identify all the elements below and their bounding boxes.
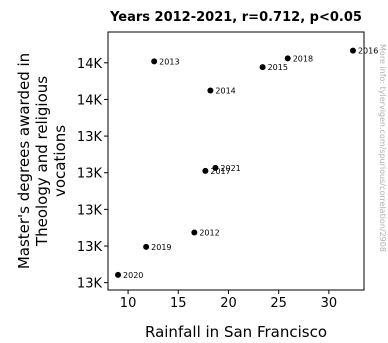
x-tick-label: 10 <box>120 296 137 311</box>
data-point <box>191 229 198 236</box>
data-point-label: 2015 <box>268 63 288 72</box>
x-tick-label: 25 <box>270 296 287 311</box>
y-axis-title-line-2: Theology and religious <box>33 76 51 247</box>
y-axis: 13K 13K 13K 13K 13K 14K 14K <box>77 57 108 292</box>
plot-frame <box>107 31 365 291</box>
y-tick-label: 13K <box>77 277 103 292</box>
watermark: More info: tylervigen.com/spurious/corre… <box>378 44 387 252</box>
data-point-label: 2013 <box>159 57 179 66</box>
data-point-label: 2014 <box>215 86 235 95</box>
x-axis-title: Rainfall in San Francisco <box>145 323 327 341</box>
data-point <box>207 87 214 94</box>
data-point <box>284 55 291 62</box>
data-points: 2012 2013 2014 2015 2016 2017 2018 2019 2020 2021 <box>115 47 378 280</box>
x-axis: 10 15 20 25 30 <box>120 290 337 311</box>
y-axis-title-line-3: vocations <box>51 125 69 197</box>
data-point-label: 2019 <box>151 243 171 252</box>
y-axis-title: Master's degrees awarded in Theology and… <box>15 53 69 269</box>
y-tick-label: 14K <box>77 57 103 72</box>
y-tick-label: 13K <box>77 240 103 255</box>
data-point-label: 2020 <box>123 271 143 280</box>
data-point <box>151 58 158 65</box>
data-point <box>212 164 219 171</box>
data-point <box>259 64 266 71</box>
data-point-label: 2021 <box>220 164 240 173</box>
data-point <box>202 167 209 174</box>
data-point-label: 2012 <box>199 229 219 238</box>
x-tick-label: 20 <box>220 296 237 311</box>
y-tick-label: 13K <box>77 167 103 182</box>
y-tick-label: 14K <box>77 93 103 108</box>
data-point <box>143 243 150 250</box>
data-point <box>115 271 122 278</box>
x-tick-label: 30 <box>321 296 338 311</box>
data-point-label: 2017 <box>210 167 230 176</box>
y-tick-label: 13K <box>77 203 103 218</box>
data-point-label: 2016 <box>358 47 378 56</box>
data-point <box>349 47 356 54</box>
data-point-label: 2018 <box>293 54 313 63</box>
y-axis-title-line-1: Master's degrees awarded in <box>15 53 33 269</box>
x-tick-label: 15 <box>170 296 187 311</box>
chart-title: Years 2012-2021, r=0.712, p<0.05 <box>109 10 362 25</box>
y-tick-label: 13K <box>77 130 103 145</box>
